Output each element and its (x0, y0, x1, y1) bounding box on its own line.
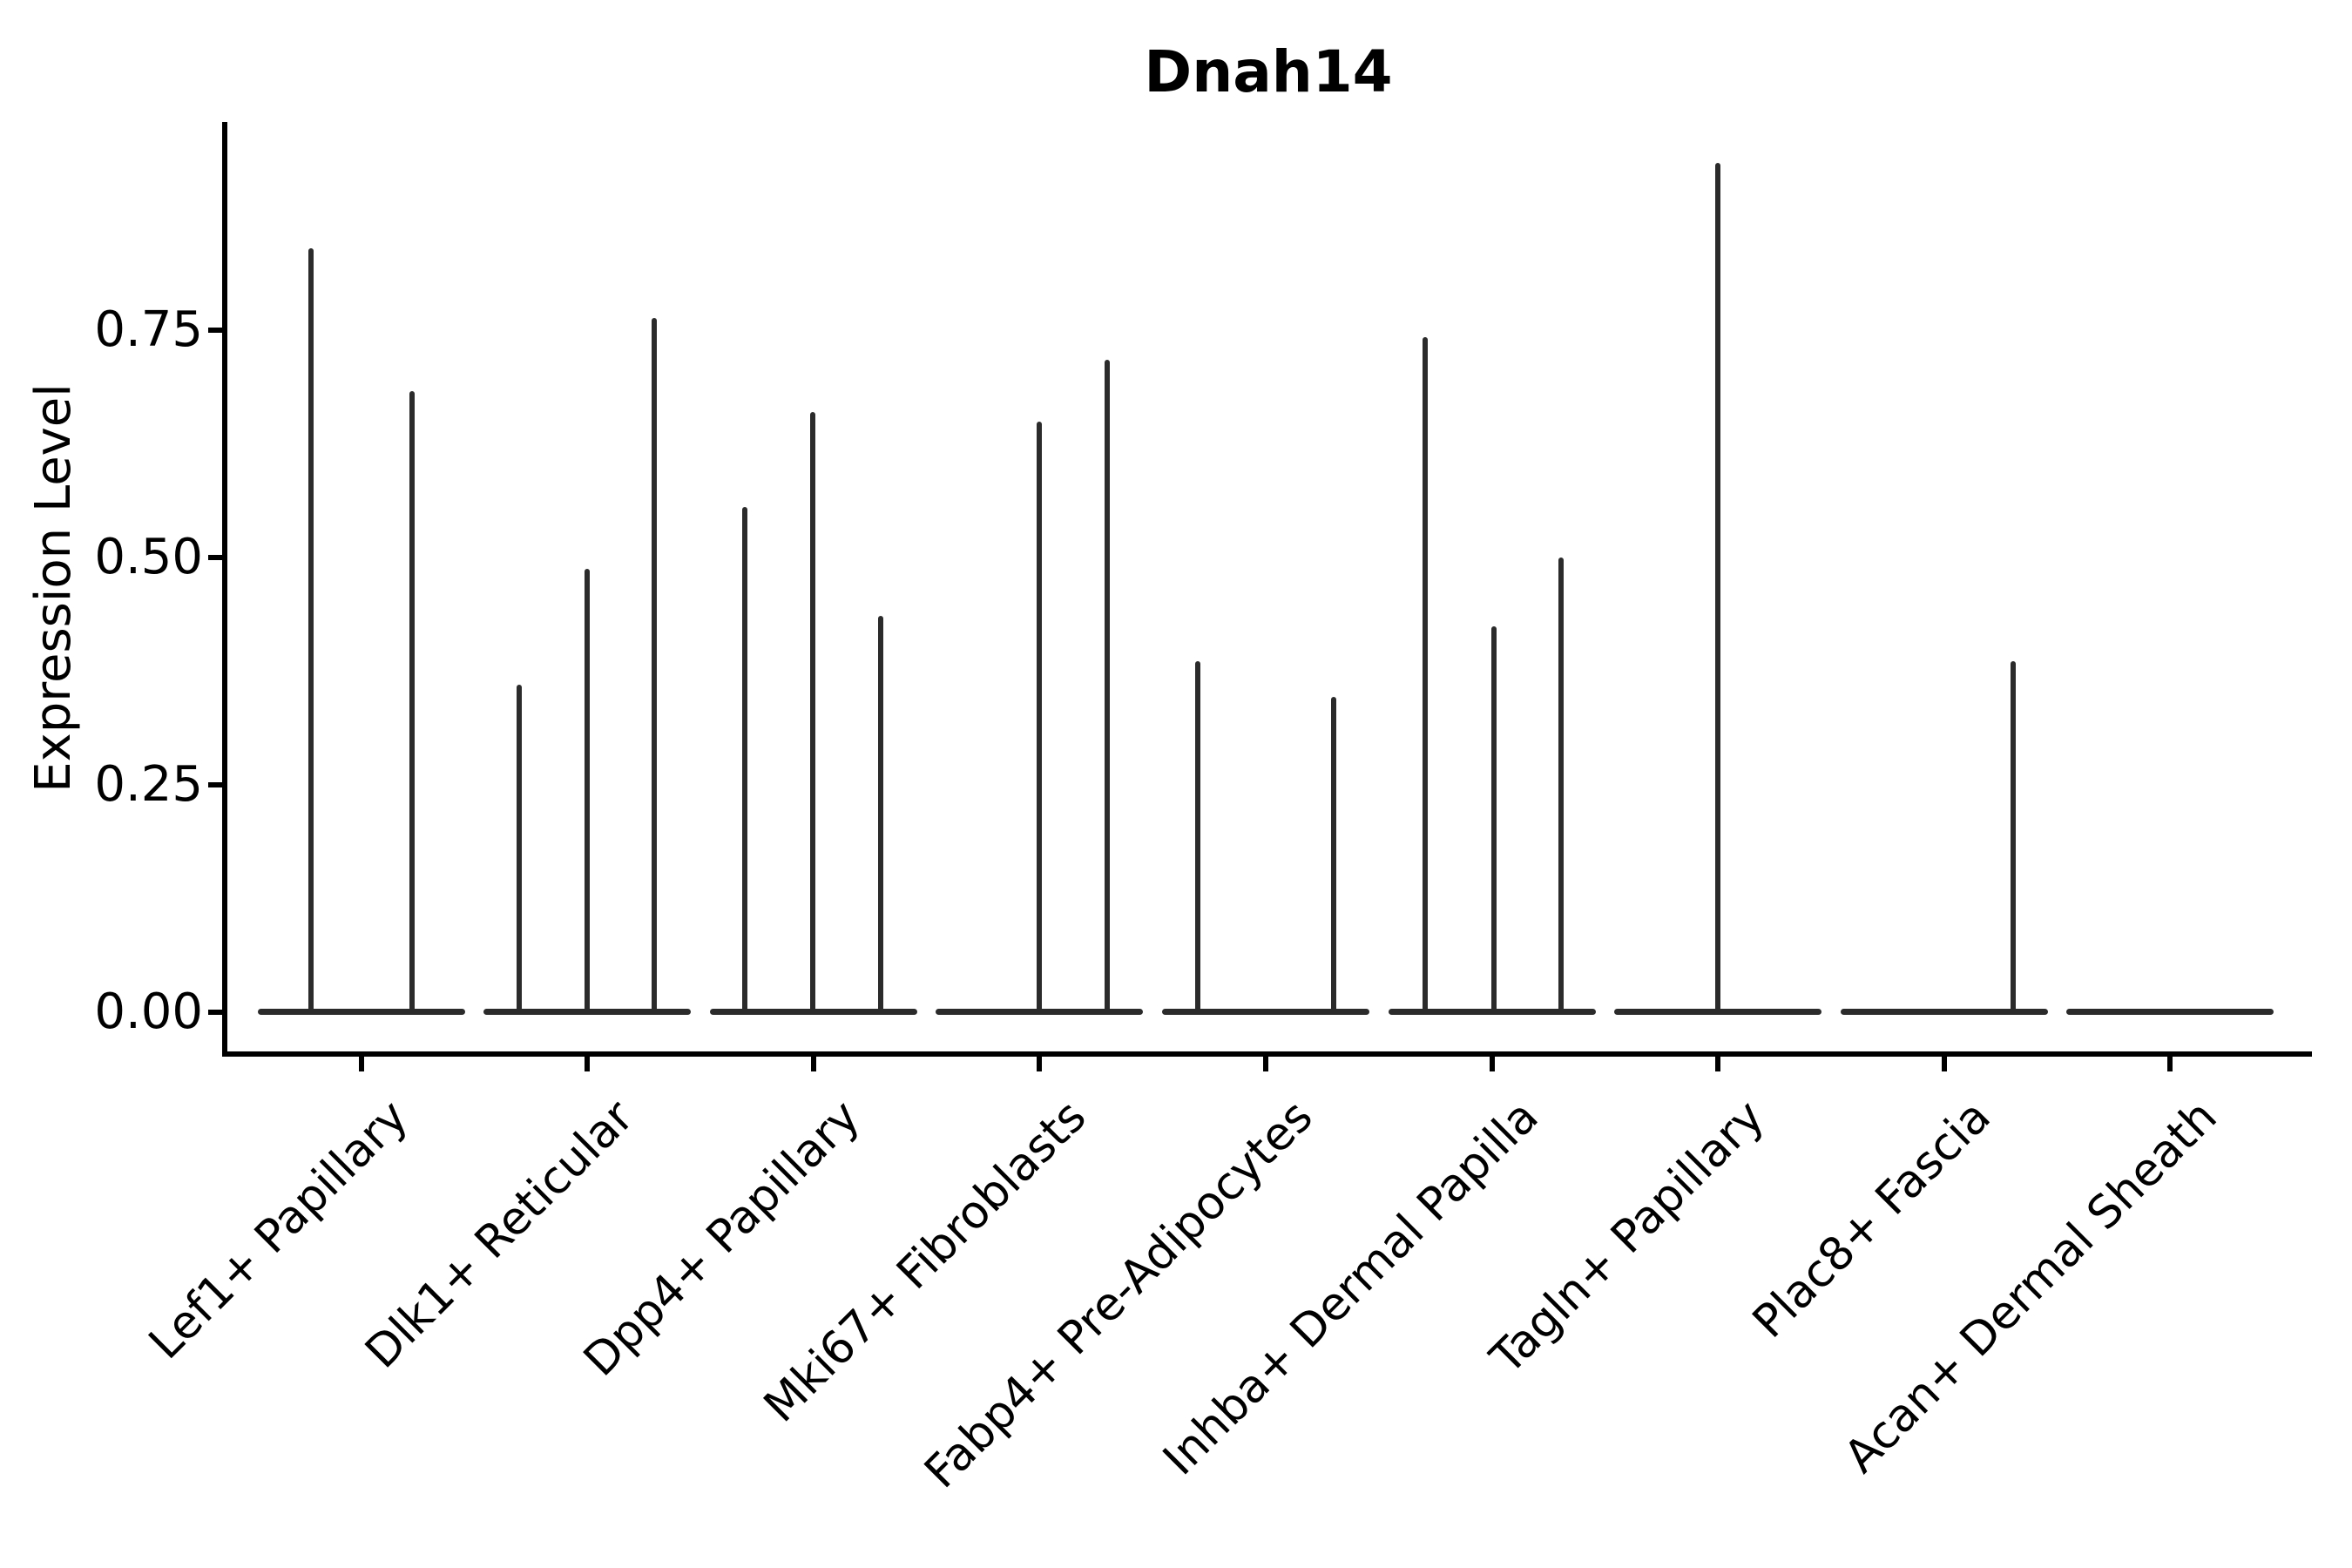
x-tick-mark (1715, 1057, 1721, 1071)
x-axis-spine (222, 1051, 2312, 1057)
x-tick-label: Inhba+ Dermal Papilla (1153, 1090, 1549, 1486)
violin-spike (409, 390, 415, 1015)
x-tick-label: Fabp4+ Pre-Adipocytes (914, 1090, 1323, 1499)
violin-spike (877, 616, 883, 1015)
violin-spike (2010, 660, 2016, 1015)
violin-body (1840, 1009, 2048, 1015)
y-tick-label: 0.50 (94, 528, 203, 585)
violin-body (1161, 1009, 1369, 1015)
violin-body (2066, 1009, 2274, 1015)
x-tick-mark (810, 1057, 816, 1071)
x-tick-mark (358, 1057, 364, 1071)
x-tick-mark (1262, 1057, 1268, 1071)
x-tick-mark (1489, 1057, 1495, 1071)
plot-title: Dnah14 (1144, 38, 1393, 105)
violin-spike (1422, 337, 1428, 1015)
x-tick-mark (1037, 1057, 1043, 1071)
x-tick-label: Plac8+ Fascia (1743, 1090, 2002, 1348)
violin-spike (1194, 660, 1200, 1015)
y-tick-mark (208, 554, 222, 560)
y-axis-spine (222, 122, 227, 1057)
x-tick-label: Acan+ Dermal Sheath (1834, 1090, 2227, 1484)
violin-spike (652, 318, 658, 1015)
x-tick-mark (2167, 1057, 2173, 1071)
violin-spike (1558, 557, 1564, 1015)
x-tick-mark (585, 1057, 591, 1071)
violin-spike (1490, 625, 1497, 1015)
y-tick-label: 0.00 (94, 983, 203, 1040)
violin-spike (809, 411, 815, 1015)
y-tick-label: 0.75 (94, 301, 203, 358)
violin-spike (741, 507, 747, 1015)
violin-body (257, 1009, 465, 1015)
violin-spike (1037, 422, 1043, 1015)
y-tick-mark (208, 1009, 222, 1015)
y-tick-mark (208, 781, 222, 787)
violin-spike (1330, 697, 1336, 1015)
violin-spike (585, 569, 591, 1015)
y-axis-label: Expression Level (25, 383, 82, 793)
violin-spike (517, 684, 523, 1015)
y-tick-mark (208, 327, 222, 333)
violin-spike (1105, 360, 1111, 1015)
violin-spike (308, 247, 314, 1015)
violin-spike (1715, 162, 1721, 1015)
y-tick-label: 0.25 (94, 755, 203, 813)
x-tick-mark (1941, 1057, 1947, 1071)
